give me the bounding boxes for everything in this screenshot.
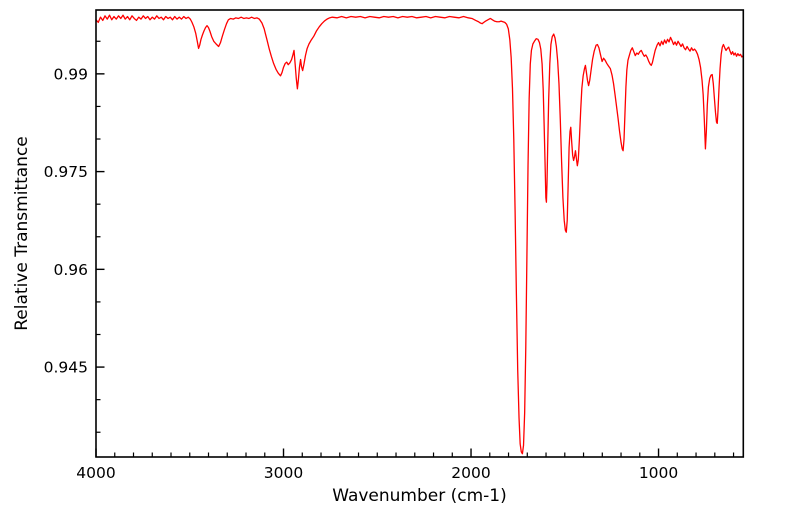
x-tick-label: 2000 [451,464,490,482]
y-axis-title: Relative Transmittance [12,136,32,331]
spectrum-line [95,14,744,455]
y-tick-label: 0.975 [44,163,88,181]
y-tick-label: 0.99 [53,65,88,83]
x-axis-title: Wavenumber (cm-1) [332,486,507,506]
x-tick-label: 4000 [76,464,115,482]
plot-frame [95,9,745,458]
y-tick-label: 0.945 [44,359,88,377]
y-tick-label: 0.96 [53,261,88,279]
axis-tick-labels: 4000 3000 2000 1000 0.99 0.975 0.96 0.945 [44,65,679,482]
plot-background [96,10,744,457]
x-tick-label: 1000 [639,464,678,482]
x-tick-label: 3000 [264,464,303,482]
